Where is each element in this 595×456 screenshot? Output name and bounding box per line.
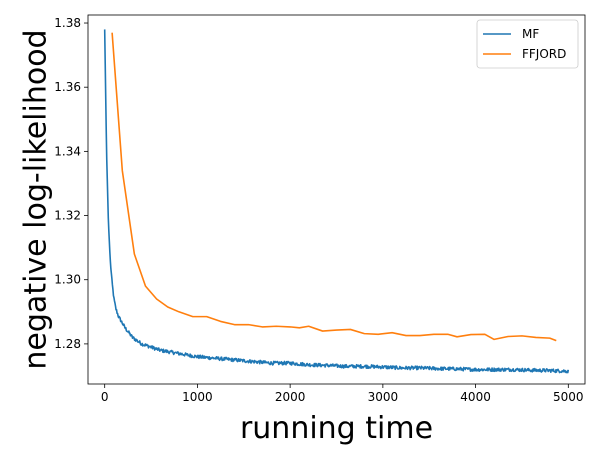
y-tick-label: 1.38	[54, 16, 81, 30]
x-tick-label: 4000	[460, 390, 491, 404]
series-layer	[103, 29, 570, 374]
x-tick-label: 3000	[368, 390, 399, 404]
series-line-ffjord	[111, 32, 557, 342]
legend-label-ffjord: FFJORD	[522, 47, 566, 61]
y-tick-label: 1.30	[54, 273, 81, 287]
x-axis-label: running time	[240, 411, 433, 446]
x-tick-label: 5000	[553, 390, 584, 404]
y-tick-label: 1.28	[54, 337, 81, 351]
legend: MF FFJORD	[476, 19, 579, 69]
x-tick-label: 0	[101, 390, 109, 404]
legend-box	[476, 19, 579, 69]
y-axis-label: negative log-likelihood	[19, 29, 54, 369]
x-tick-label: 2000	[275, 390, 306, 404]
plot-background	[88, 15, 585, 384]
plot-area	[88, 15, 585, 384]
y-axis: 1.28 1.30 1.32 1.34 1.36 1.38	[54, 16, 88, 351]
x-tick-label: 1000	[182, 390, 213, 404]
y-tick-label: 1.32	[54, 209, 81, 223]
x-axis: 0 1000 2000 3000 4000 5000	[101, 384, 584, 404]
series-line-mf	[103, 29, 570, 374]
y-tick-label: 1.36	[54, 80, 81, 94]
axes-frame	[87, 14, 586, 385]
legend-label-mf: MF	[522, 27, 539, 41]
y-tick-label: 1.34	[54, 144, 81, 158]
